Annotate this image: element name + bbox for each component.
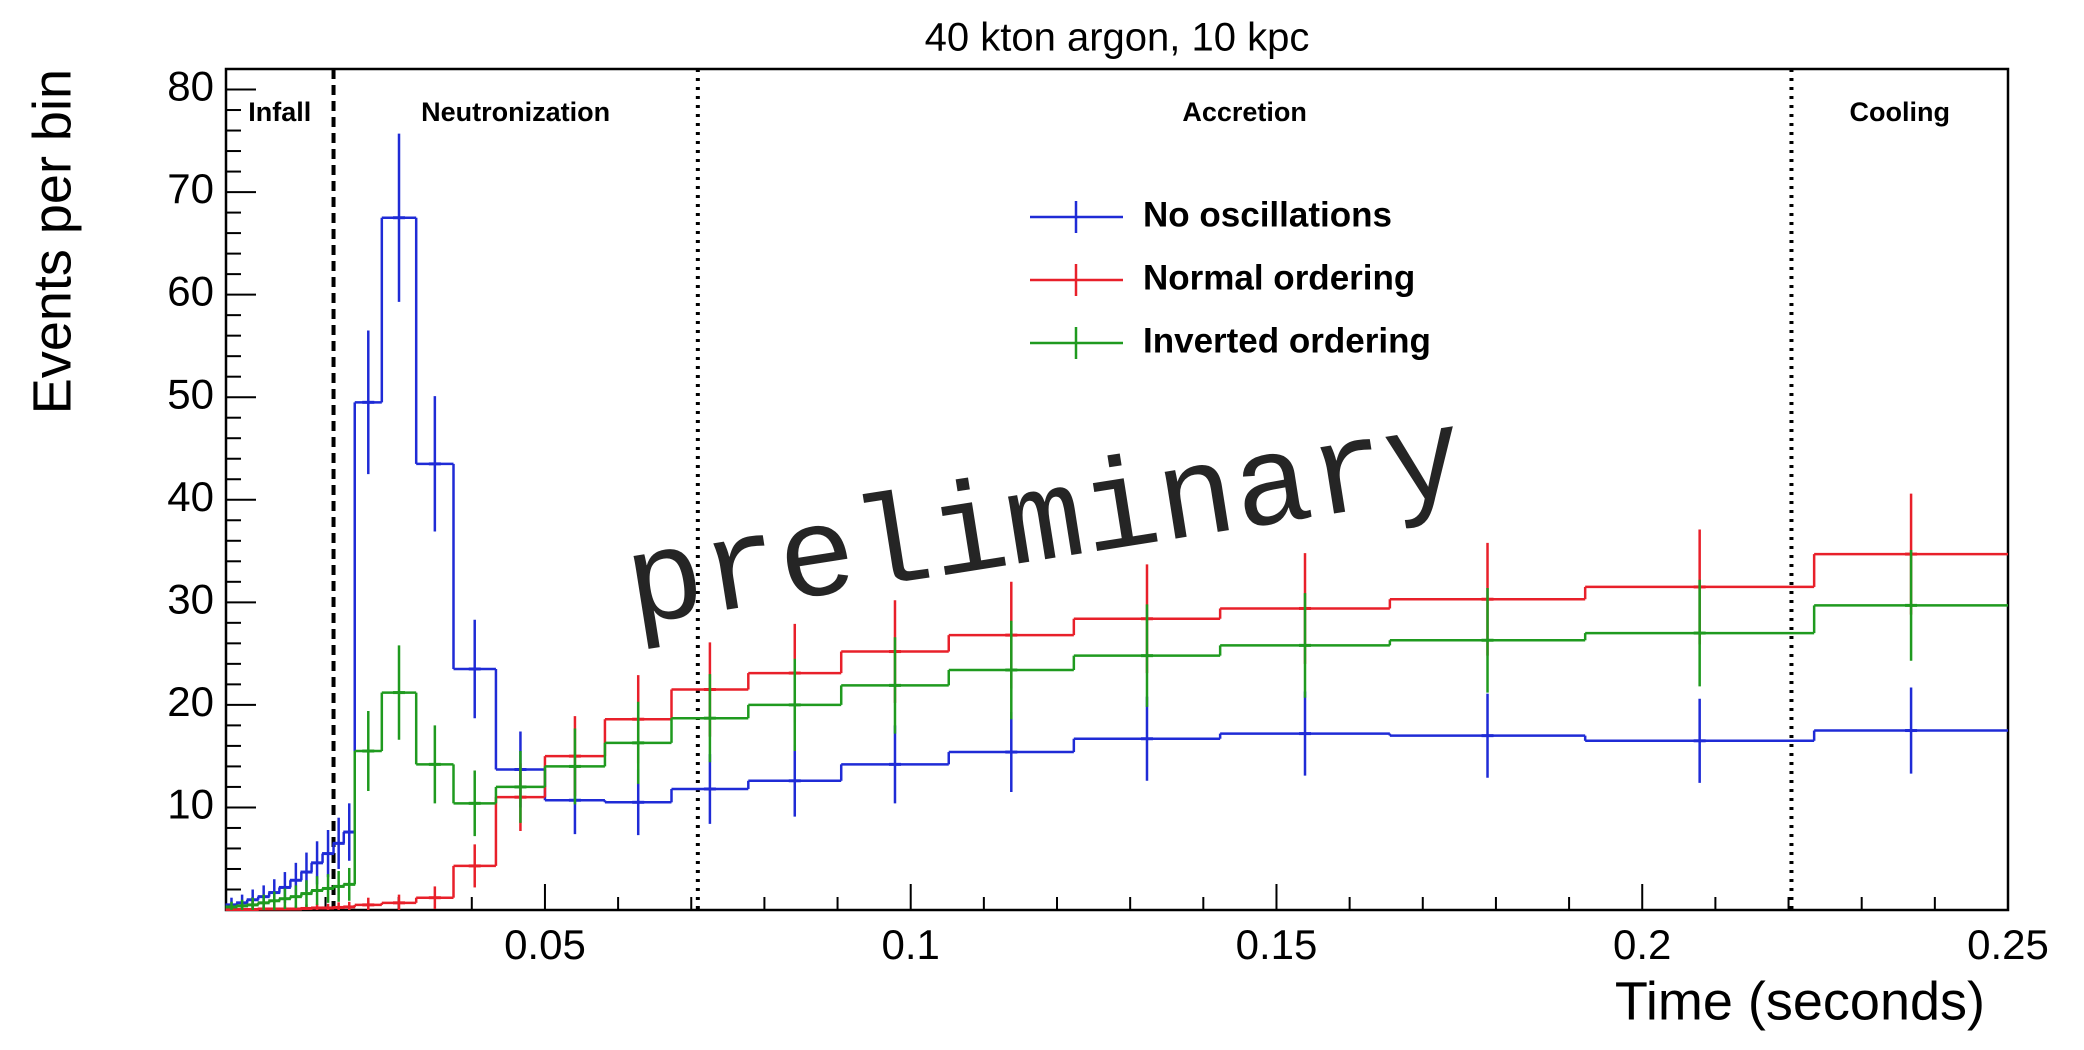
legend-label: No oscillations — [1143, 195, 1392, 234]
y-axis-title: Events per bin — [22, 69, 82, 414]
legend-label: Normal ordering — [1143, 258, 1415, 297]
y-tick-label: 10 — [167, 781, 214, 828]
x-tick-label: 0.15 — [1236, 921, 1318, 968]
y-tick-label: 50 — [167, 370, 214, 417]
phase-label: Cooling — [1849, 97, 1949, 127]
x-tick-label: 0.2 — [1613, 921, 1671, 968]
series — [225, 133, 2008, 910]
y-tick-label: 80 — [167, 63, 214, 110]
chart-title: 40 kton argon, 10 kpc — [925, 16, 1310, 60]
x-tick-label: 0.1 — [882, 921, 940, 968]
watermark: preliminary — [616, 388, 1473, 663]
y-tick-label: 20 — [167, 678, 214, 725]
y-tick-label: 60 — [167, 268, 214, 315]
y-tick-label: 70 — [167, 165, 214, 212]
y-tick-label: 30 — [167, 575, 214, 622]
x-tick-label: 0.25 — [1967, 921, 2049, 968]
y-tick-label: 40 — [167, 473, 214, 520]
phase-label: Accretion — [1182, 97, 1307, 127]
phase-label: Neutronization — [421, 97, 610, 127]
series — [225, 550, 2008, 910]
x-axis-title: Time (seconds) — [1615, 971, 1985, 1031]
plot-frame — [224, 67, 2010, 912]
phase-label: Infall — [248, 97, 311, 127]
x-tick-label: 0.05 — [504, 921, 586, 968]
legend-label: Inverted ordering — [1143, 321, 1431, 360]
